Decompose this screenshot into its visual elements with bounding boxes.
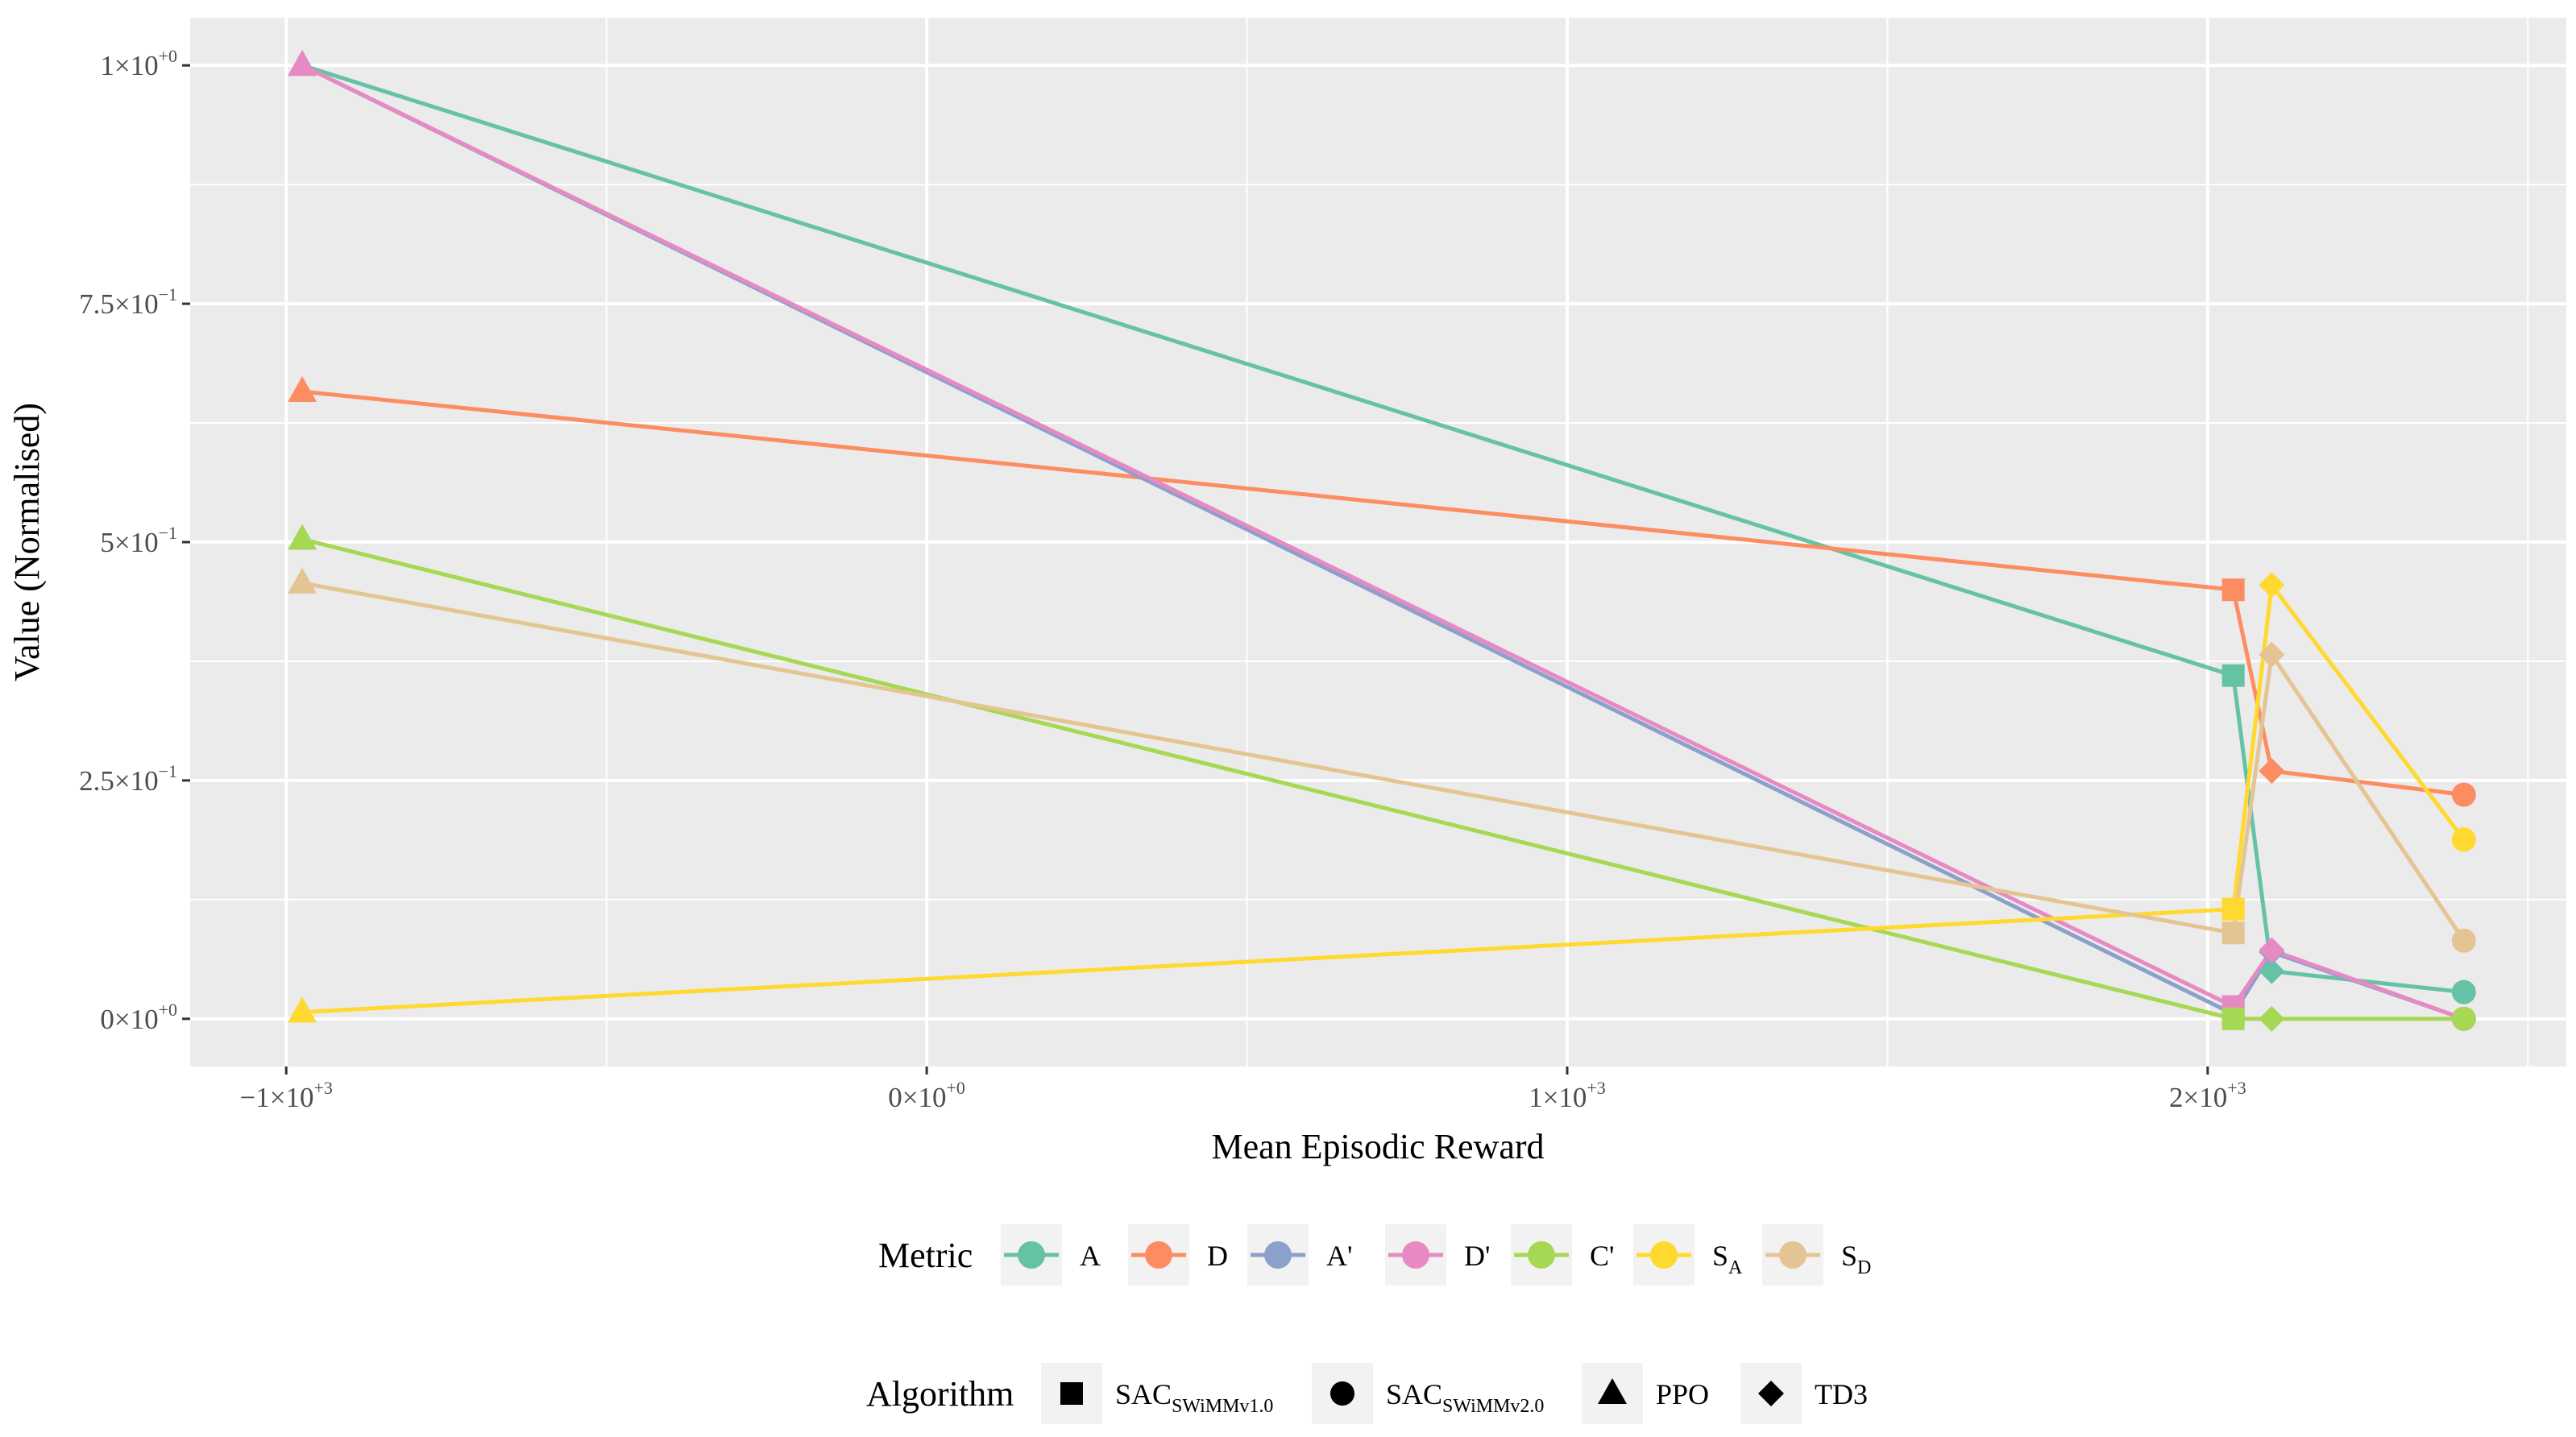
legend-metric-item: D (1128, 1224, 1228, 1286)
data-point (2451, 1006, 2476, 1031)
data-point (2451, 928, 2476, 953)
legend-diamond-icon (1758, 1381, 1784, 1406)
legend-key-point (1528, 1241, 1555, 1269)
legend-algorithm-item: TD3 (1740, 1363, 1868, 1424)
series-line-a (301, 63, 2465, 995)
legend-metric-label: C' (1590, 1240, 1615, 1272)
data-point (288, 996, 317, 1023)
y-tick-label: 2.5×10−1 (79, 761, 177, 797)
legend-algorithm-label: SACSWiMMv1.0 (1115, 1378, 1273, 1417)
legend-algorithm-label: TD3 (1815, 1378, 1868, 1410)
series-line-s-d (301, 581, 2466, 942)
legend-square-icon (1060, 1382, 1083, 1405)
y-tick-label: 7.5×10−1 (79, 284, 177, 320)
series-line-c-prime (301, 537, 2464, 1021)
x-tick-label: 1×10+3 (1529, 1078, 1606, 1113)
legend-metric-item: SD (1762, 1224, 1871, 1286)
data-point (2451, 782, 2476, 807)
data-point (288, 375, 317, 402)
legend-algorithm-item: PPO (1582, 1363, 1709, 1424)
data-point (2259, 641, 2285, 668)
legend-algorithm-item: SACSWiMMv1.0 (1041, 1363, 1273, 1424)
data-point (2259, 572, 2285, 598)
legend-key-point (1264, 1241, 1292, 1269)
x-tick-label: 0×10+0 (888, 1078, 965, 1113)
data-point (2259, 937, 2285, 963)
legend-metric-item: A (1001, 1224, 1101, 1286)
data-point (2221, 921, 2245, 945)
series-line-s-a (301, 579, 2466, 1015)
legend-metric-item: D' (1385, 1224, 1490, 1286)
legend-triangle-icon (1598, 1378, 1627, 1404)
series-line-d-prime (301, 63, 2465, 1021)
legend-key-point (1779, 1241, 1807, 1269)
x-axis-label: Mean Episodic Reward (1212, 1127, 1545, 1166)
legend-metric-label: A' (1326, 1240, 1352, 1272)
data-point (2221, 578, 2245, 602)
legend-metric-label: A (1080, 1240, 1101, 1272)
legend-metric: Metric A D A' D' C' SA SD (878, 1224, 1871, 1286)
data-point (288, 524, 317, 550)
legend-key-point (1018, 1241, 1045, 1269)
x-tick-label: 2×10+3 (2169, 1078, 2246, 1113)
data-point (2259, 958, 2285, 984)
data-point (2259, 1005, 2285, 1032)
legend-metric-label: D (1207, 1240, 1228, 1272)
y-tick-label: 0×10+0 (100, 1000, 177, 1035)
data-point (2221, 1007, 2245, 1030)
data-point (2451, 827, 2476, 852)
legend-key-point (1145, 1241, 1172, 1269)
y-tick-label: 1×10+0 (100, 46, 177, 81)
legend-key-point (1402, 1241, 1429, 1269)
data-point (2451, 979, 2476, 1004)
legend-metric-item: C' (1511, 1224, 1615, 1286)
data-point (288, 567, 317, 594)
legend-key-point (1650, 1241, 1678, 1269)
data-point (2221, 664, 2245, 687)
legend-metric-title: Metric (878, 1236, 973, 1275)
series-line-d (301, 389, 2465, 797)
legend-metric-label: SD (1841, 1240, 1871, 1278)
data-point (2221, 897, 2245, 921)
legend-algorithm-title: Algorithm (866, 1374, 1014, 1414)
y-tick-label: 5×10−1 (100, 523, 177, 558)
legend-circle-icon (1330, 1381, 1354, 1406)
legend-algorithm-label: PPO (1656, 1378, 1709, 1410)
legend-metric-item: SA (1633, 1224, 1743, 1286)
data-point (288, 50, 317, 77)
legend-metric-label: D' (1464, 1240, 1490, 1272)
x-tick-label: −1×10+3 (240, 1078, 333, 1113)
legend-algorithm-label: SACSWiMMv2.0 (1386, 1378, 1544, 1417)
data-point (2259, 758, 2285, 785)
legend-algorithm: Algorithm SACSWiMMv1.0 SACSWiMMv2.0 PPO TD3 (866, 1363, 1868, 1424)
legend-algorithm-item: SACSWiMMv2.0 (1312, 1363, 1544, 1424)
legend-metric-item: A' (1247, 1224, 1352, 1286)
y-axis-label: Value (Normalised) (7, 403, 47, 681)
legend-metric-label: SA (1712, 1240, 1743, 1278)
